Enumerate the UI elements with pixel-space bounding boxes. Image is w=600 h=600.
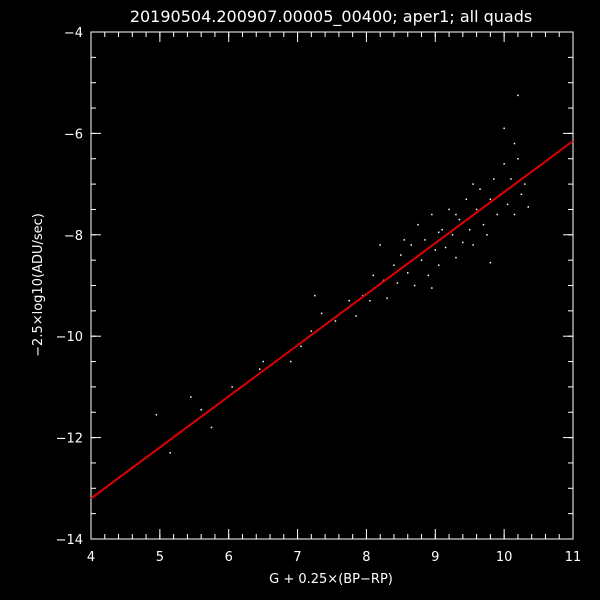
x-ticks: 4 5 6 7 8 9 10 11 [87,32,581,565]
data-point [413,284,416,287]
data-point [431,287,433,289]
x-tick-label: 11 [565,550,582,565]
data-point [169,452,171,454]
data-point [506,203,509,206]
data-point [503,127,505,130]
chart-title: 20190504.200907.00005_00400; aper1; all … [130,7,532,27]
data-point [451,234,454,236]
data-point [155,414,158,416]
data-point [489,261,492,264]
data-point [420,259,423,261]
data-point [386,297,388,299]
data-point [437,264,440,266]
x-tick-label: 8 [362,550,370,565]
data-point [468,228,471,231]
data-point [369,299,371,302]
data-point [406,272,409,274]
data-point [496,213,499,216]
data-point [444,246,447,249]
data-point [289,360,292,363]
data-point [190,396,192,398]
data-point [262,360,264,363]
y-tick-label: −8 [64,229,83,244]
data-point [465,198,468,201]
data-point [458,218,461,221]
x-tick-label: 9 [431,550,439,565]
data-point [355,315,357,317]
scatter-points [155,94,529,454]
y-tick-label: −14 [56,533,83,548]
data-point [348,299,350,302]
data-point [314,294,316,297]
data-point [200,408,202,411]
x-tick-label: 10 [496,550,513,565]
data-point [310,330,313,332]
data-point [462,241,464,244]
data-point [427,274,430,277]
data-point [210,426,213,429]
data-point [434,249,437,251]
data-point [403,239,406,241]
data-point [482,223,485,226]
data-point [517,94,519,97]
data-point [431,213,433,216]
data-point [424,239,426,241]
data-point [231,386,233,388]
data-point [472,183,474,185]
data-point [417,223,419,226]
data-point [372,274,375,277]
x-tick-label: 7 [293,550,301,565]
data-point [379,244,381,246]
x-tick-label: 5 [156,550,164,565]
data-point [448,208,450,211]
plot-frame [90,31,574,540]
y-ticks: −4 −6 −8 −10 −12 −14 [56,26,573,548]
data-point [513,142,516,145]
data-point [503,163,505,165]
x-axis-label: G + 0.25×(BP−RP) [269,572,393,587]
fit-line [90,140,574,500]
data-point [258,368,261,370]
data-point [517,158,519,160]
data-point [455,256,457,259]
data-point [300,345,302,348]
x-tick-label: 4 [87,550,95,565]
y-tick-label: −10 [56,330,83,345]
data-point [527,206,529,208]
data-point [524,183,526,185]
y-tick-label: −6 [64,127,83,142]
data-point [489,198,492,201]
data-point [400,254,402,256]
data-point [320,312,323,315]
data-point [393,264,395,266]
x-tick-label: 6 [225,550,233,565]
data-point [472,244,474,246]
y-tick-label: −4 [64,26,83,41]
data-point [513,213,516,216]
data-point [520,193,523,195]
data-point [437,231,440,234]
data-point [334,320,337,322]
y-tick-label: −12 [56,432,83,447]
data-point [475,208,478,211]
data-point [510,178,512,180]
data-point [486,234,488,236]
data-point [455,213,457,216]
data-point [410,244,412,246]
data-point [441,228,443,231]
data-point [396,282,399,284]
data-point [479,188,481,190]
data-point [493,178,495,180]
y-axis-label: −2.5×log10(ADU/sec) [31,213,46,357]
